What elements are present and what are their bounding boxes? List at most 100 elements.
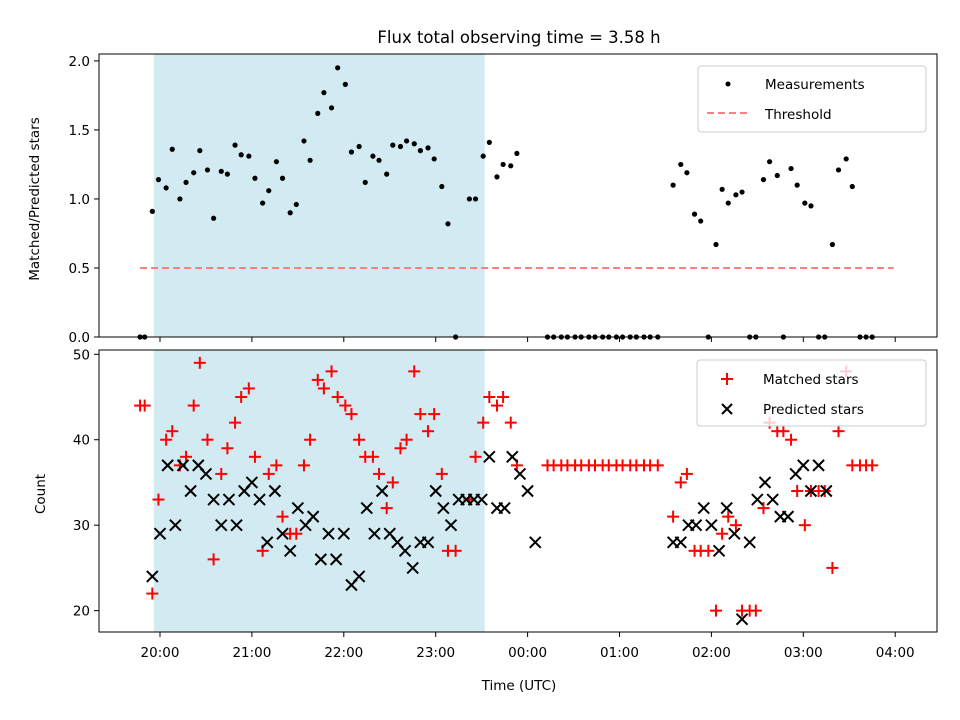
x-tick-label: 23:00 xyxy=(416,645,455,661)
predicted-stars-point xyxy=(368,527,381,540)
measurement-point xyxy=(713,241,719,248)
measurement-point xyxy=(224,171,230,177)
predicted-stars-point xyxy=(475,493,488,506)
matched-stars-point xyxy=(449,544,462,557)
predicted-stars-point xyxy=(498,501,511,515)
matched-stars-point xyxy=(504,416,517,429)
x-tick-label: 03:00 xyxy=(784,645,823,661)
predicted-stars-point xyxy=(705,518,718,532)
matched-stars-point xyxy=(400,433,413,446)
matched-stars-point xyxy=(276,510,289,523)
matched-stars-point xyxy=(366,450,379,463)
matched-stars-point xyxy=(709,604,722,617)
measurement-point xyxy=(425,145,431,151)
measurement-point xyxy=(835,167,842,173)
matched-stars-point xyxy=(160,433,173,446)
count-legend: Matched stars Predicted stars xyxy=(696,359,927,427)
measurement-point xyxy=(273,159,280,165)
measurement-point xyxy=(356,143,362,150)
measurement-point xyxy=(197,148,203,154)
predicted-stars-point xyxy=(176,459,190,472)
measurement-point xyxy=(684,170,690,176)
predicted-stars-point xyxy=(352,570,366,583)
count-panel: 20 30 40 50 20:00 21:00 22:00 23:00 00:00 01:00 02… xyxy=(73,347,938,661)
matched-stars-point xyxy=(832,425,845,438)
figure-title: Flux total observing time = 3.58 h xyxy=(377,28,660,47)
measurement-point xyxy=(417,148,423,154)
measurement-point xyxy=(177,196,183,202)
predicted-stars-point xyxy=(513,467,527,481)
measurement-point xyxy=(266,188,272,194)
legend-label: Threshold xyxy=(764,107,832,123)
y-tick-label: 50 xyxy=(73,347,90,363)
predicted-stars-point xyxy=(820,484,833,498)
predicted-stars-point xyxy=(337,527,351,540)
measurement-point xyxy=(691,211,698,217)
predicted-stars-point xyxy=(245,476,259,489)
measurement-point xyxy=(335,65,341,71)
measurement-point xyxy=(403,138,410,144)
x-tick-label: 01:00 xyxy=(600,645,639,661)
measurement-point xyxy=(238,152,244,158)
measurement-point xyxy=(698,218,704,224)
matched-stars-point xyxy=(386,476,399,489)
measurement-point xyxy=(293,201,299,208)
measurement-point xyxy=(397,143,404,150)
predicted-stars-point xyxy=(812,459,825,472)
measurement-point xyxy=(307,157,313,163)
matched-stars-point xyxy=(290,527,303,540)
predicted-stars-point xyxy=(437,501,450,515)
matched-stars-point xyxy=(680,467,693,480)
predicted-stars-point xyxy=(199,467,213,481)
measurement-point xyxy=(328,105,335,111)
matched-legend-marker xyxy=(721,373,733,385)
matched-stars-point xyxy=(826,561,839,574)
legend-box xyxy=(696,359,927,427)
predicted-stars-point xyxy=(207,493,220,506)
y-tick-label: 20 xyxy=(73,604,90,620)
ratio-y-axis-label: Matched/Predicted stars xyxy=(27,117,43,280)
shaded-span xyxy=(153,54,485,337)
matched-stars-point xyxy=(380,502,393,515)
x-tick-label: 22:00 xyxy=(324,645,363,661)
predicted-stars-point xyxy=(797,459,810,472)
measurement-point xyxy=(301,138,307,144)
legend-box xyxy=(697,65,927,133)
predicted-stars-point xyxy=(712,544,726,558)
predicted-stars-point xyxy=(215,518,228,532)
plot-marks xyxy=(134,356,879,626)
matched-stars-point xyxy=(339,399,352,412)
measurement-point xyxy=(348,149,355,155)
predicted-stars-point xyxy=(276,527,289,540)
x-tick-label: 00:00 xyxy=(508,645,547,661)
matched-stars-point xyxy=(490,399,503,412)
matched-stars-point xyxy=(791,485,804,497)
predicted-legend-marker xyxy=(721,403,733,415)
measurement-point xyxy=(439,183,445,190)
predicted-stars-point xyxy=(766,493,779,506)
predicted-stars-point xyxy=(360,501,373,515)
predicted-stars-point xyxy=(406,561,419,575)
measurement-point xyxy=(445,221,451,227)
measurement-point xyxy=(678,161,684,168)
predicted-stars-point xyxy=(781,510,795,523)
measurement-point xyxy=(163,185,169,191)
measurement-point xyxy=(211,215,217,221)
matched-stars-point xyxy=(428,408,441,421)
legend-label: Matched stars xyxy=(763,372,859,388)
y-tick-label: 1.5 xyxy=(69,123,90,139)
matched-stars-point xyxy=(187,399,200,412)
predicted-stars-point xyxy=(146,570,159,583)
measurement-point xyxy=(279,175,286,181)
matched-stars-point xyxy=(785,433,798,446)
predicted-stars-point xyxy=(751,493,764,506)
predicted-stars-point xyxy=(253,493,266,506)
matched-stars-point xyxy=(345,408,358,421)
predicted-stars-point xyxy=(306,510,320,523)
measurement-point xyxy=(767,159,773,165)
measurement-point xyxy=(246,153,252,159)
measurement-point xyxy=(466,196,472,202)
matched-stars-point xyxy=(483,391,496,403)
matched-stars-point xyxy=(777,425,790,438)
